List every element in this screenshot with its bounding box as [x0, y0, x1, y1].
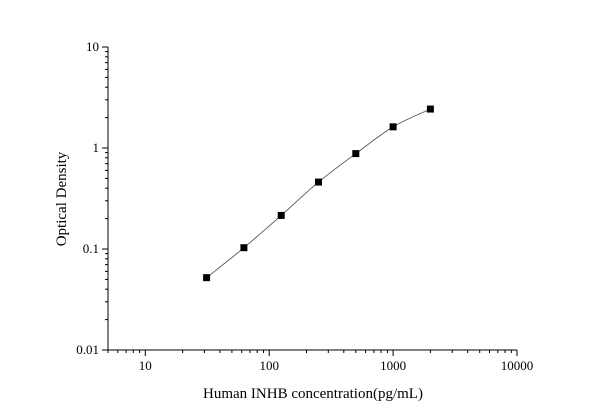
x-tick-label: 10000 [501, 358, 534, 373]
x-tick-label: 1000 [380, 358, 406, 373]
y-tick-label: 1 [93, 140, 100, 155]
curve-layer [206, 108, 431, 279]
points-layer [203, 105, 434, 282]
data-point [240, 244, 248, 252]
data-point [352, 150, 360, 158]
axes: 10 100 1000 10000 0.01 0.1 1 10 [76, 39, 533, 373]
data-point [389, 123, 397, 131]
y-tick-label: 0.1 [83, 241, 99, 256]
y-tick-label: 10 [86, 39, 99, 54]
labels-layer: Human INHB concentration(pg/mL) Optical … [54, 151, 423, 402]
fitted-curve [206, 108, 431, 279]
x-tick-label: 10 [139, 358, 152, 373]
y-axis-title: Optical Density [54, 151, 70, 246]
data-point [203, 274, 211, 282]
data-point [277, 211, 285, 219]
x-tick-label: 100 [259, 358, 279, 373]
y-tick-label: 0.01 [76, 342, 99, 357]
x-axis-title: Human INHB concentration(pg/mL) [203, 386, 423, 402]
data-point [315, 178, 322, 186]
data-point [426, 105, 434, 113]
